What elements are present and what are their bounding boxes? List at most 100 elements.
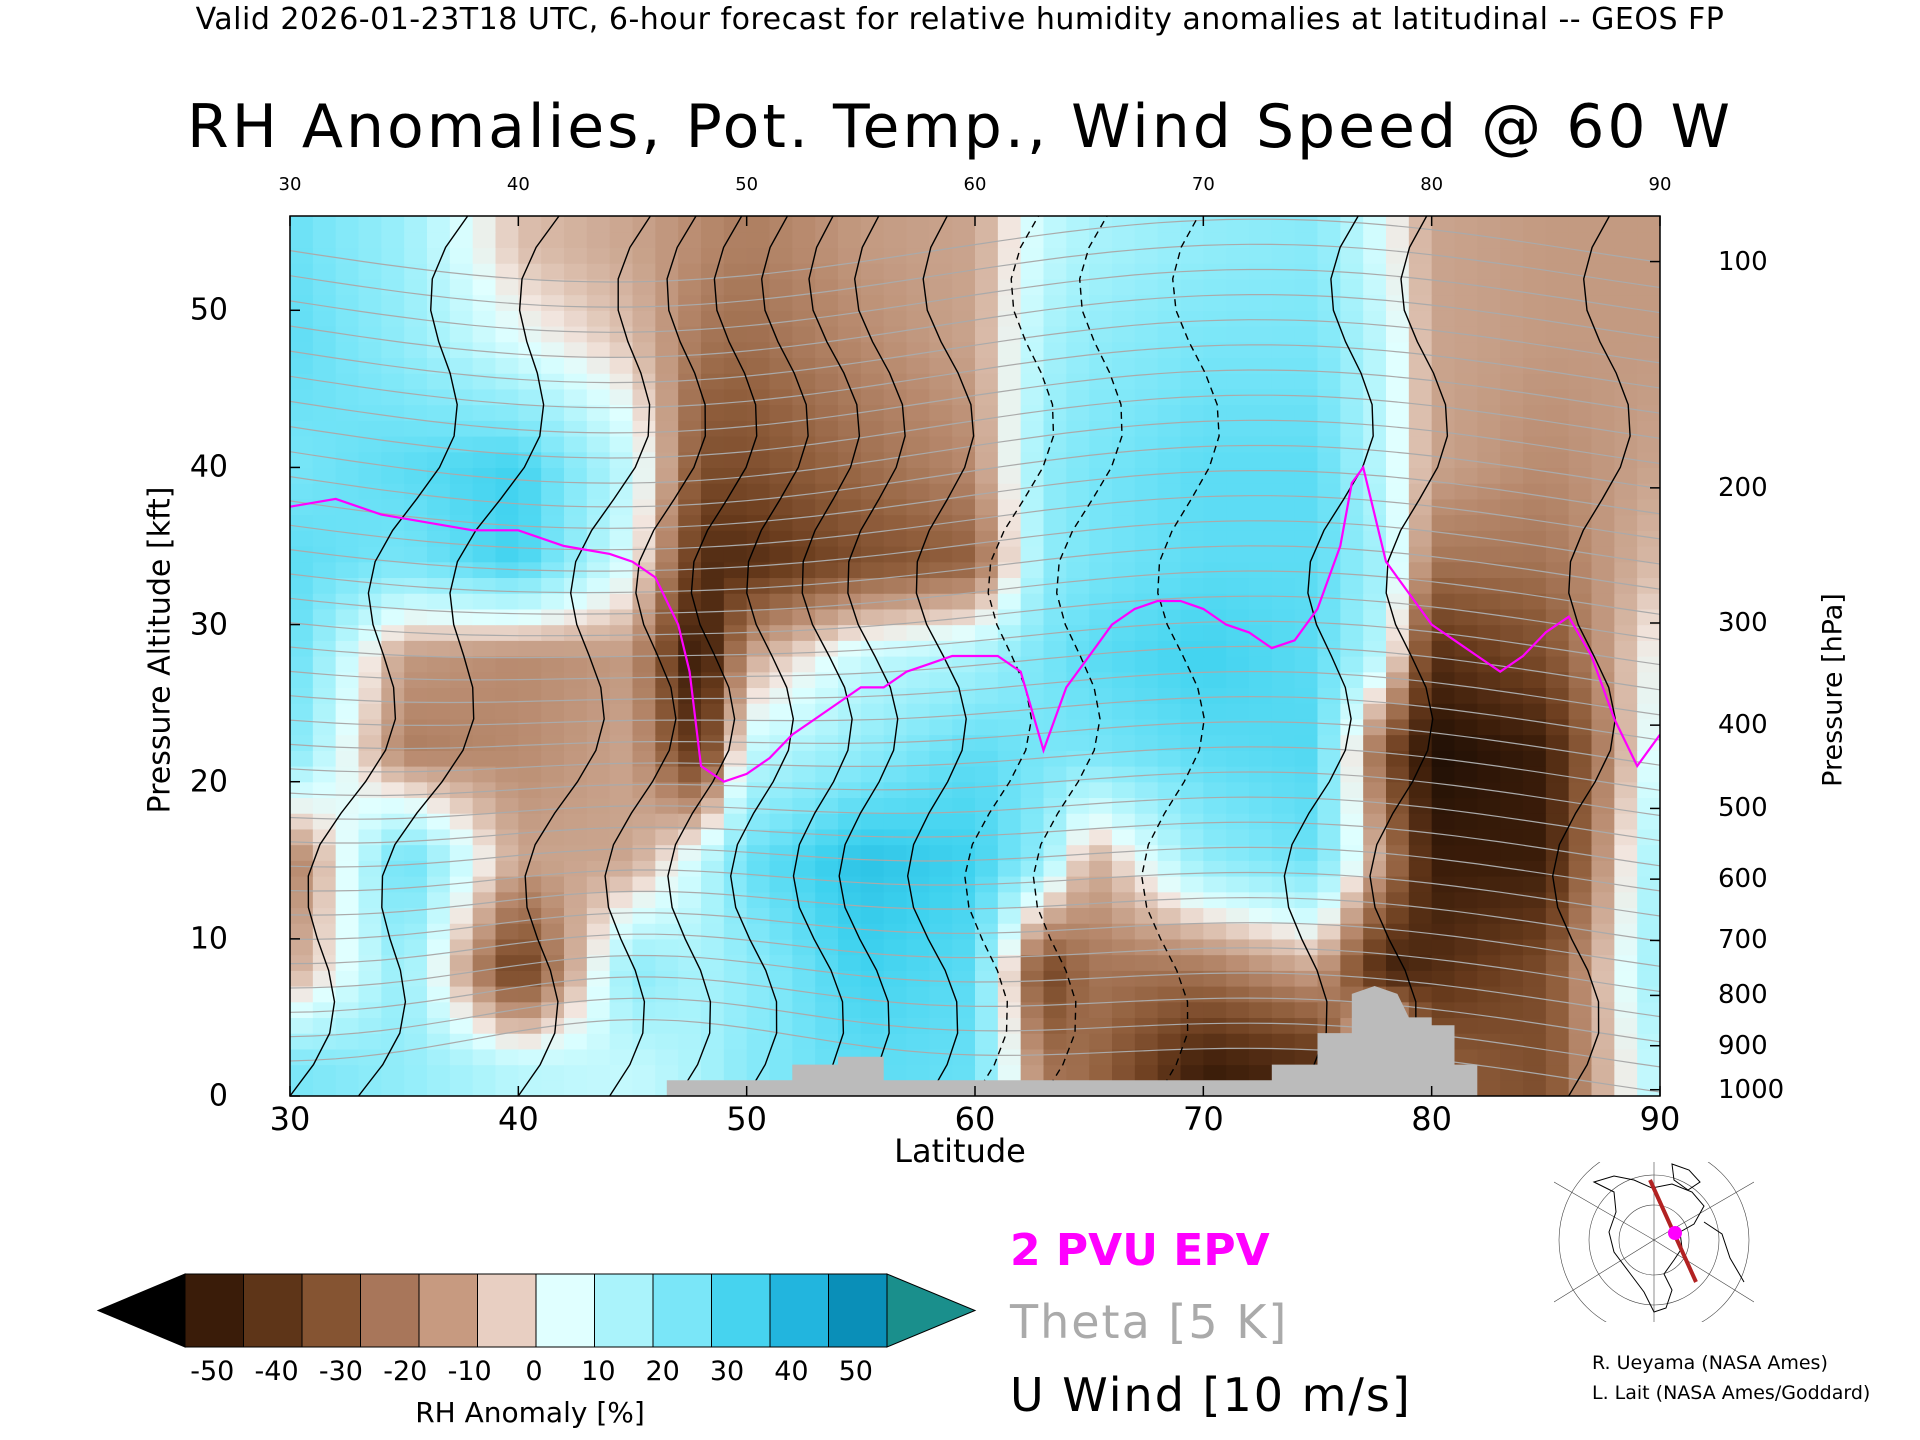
heatmap-cell [1066,216,1090,233]
heatmap-cell [564,640,588,657]
x-tick-label: 80 [1411,1100,1453,1138]
heatmap-cell [290,593,314,610]
heatmap-cell [358,781,382,799]
heatmap-cell [472,687,497,704]
heatmap-cell [290,216,314,233]
heatmap-cell [518,216,542,233]
heatmap-cell [929,640,953,657]
heatmap-cell [1500,436,1524,453]
heatmap-cell [1500,844,1524,861]
heatmap-cell [1066,907,1090,924]
heatmap-cell [1066,734,1090,751]
heatmap-cell [1454,388,1478,406]
heatmap-cell [1134,483,1159,500]
heatmap-cell [1203,860,1227,877]
heatmap-cell [1294,231,1319,249]
heatmap-cell [1545,766,1570,783]
heatmap-cell [1043,436,1067,453]
heatmap-cell [769,404,793,421]
heatmap-cell [1614,986,1638,1003]
heatmap-cell [495,593,519,610]
heatmap-cell [906,734,930,751]
heatmap-cell [290,828,314,846]
heatmap-cell [518,608,542,626]
heatmap-cell [1249,388,1273,406]
heatmap-cell [1134,734,1159,751]
heatmap-cell [404,718,428,736]
heatmap-cell [632,891,656,909]
heatmap-cell [1180,216,1204,233]
heatmap-cell [1637,938,1660,956]
heatmap-cell [746,404,771,421]
heatmap-cell [929,766,953,783]
heatmap-cell [655,326,679,343]
heatmap-cell [815,608,839,626]
heatmap-cell [792,436,816,453]
heatmap-cell [381,546,405,563]
heatmap-cell [883,561,908,579]
heatmap-cell [1363,231,1387,249]
heatmap-cell [1180,766,1204,783]
heatmap-cell [1523,923,1547,940]
heatmap-cell [860,813,885,830]
heatmap-cell [1408,876,1433,893]
heatmap-cell [1500,1080,1524,1096]
heatmap-cell [541,546,565,563]
heatmap-cell [518,923,542,940]
heatmap-cell [472,467,497,484]
heatmap-cell [1089,278,1113,296]
y-tick-label: 40 [189,449,228,485]
heatmap-cell [1271,624,1296,641]
heatmap-cell [723,357,748,374]
heatmap-cell [518,844,542,861]
heatmap-cell [746,907,771,924]
heatmap-cell [929,404,953,421]
heatmap-cell [1271,436,1296,453]
heatmap-cell [952,451,976,469]
heatmap-cell [1066,640,1090,657]
heatmap-cell [312,341,337,359]
heatmap-cell [1454,986,1478,1003]
heatmap-cell [1340,970,1364,987]
heatmap-cell [290,876,314,893]
heatmap-cell [815,247,839,264]
heatmap-cell [655,294,679,311]
heatmap-cell [358,608,382,626]
heatmap-cell [1454,624,1478,641]
heatmap-cell [495,373,519,390]
heatmap-cell [1637,577,1660,594]
heatmap-cell [975,750,999,767]
heatmap-cell [1020,813,1045,830]
heatmap-cell [860,530,885,547]
heatmap-cell [701,640,725,657]
heatmap-cell [929,278,953,296]
heatmap-cell [975,577,999,594]
heatmap-cell [358,404,382,421]
heatmap-cell [1363,373,1387,390]
heatmap-cell [1249,828,1273,846]
heatmap-cell [1477,954,1501,971]
heatmap-cell [1043,420,1067,437]
epv-2pvu-line [290,464,1660,783]
heatmap-cell [1431,844,1456,861]
heatmap-cell [541,734,565,751]
heatmap-cell [1431,828,1456,846]
heatmap-cell [1614,498,1638,516]
heatmap-cell [1066,750,1090,767]
heatmap-cell [609,388,634,406]
heatmap-cell [655,876,679,893]
heatmap-cell [290,388,314,406]
heatmap-cell [1249,1033,1273,1050]
heatmap-cell [1386,671,1410,689]
heatmap-cell [769,656,793,673]
heatmap-cell [1568,718,1593,736]
heatmap-cell [1408,514,1433,531]
heatmap-cell [1477,1017,1501,1034]
heatmap-cell [1317,656,1341,673]
heatmap-cell [1180,860,1204,877]
heatmap-cell [358,467,382,484]
heatmap-cell [632,608,656,626]
u-wind-contour [667,216,758,1096]
heatmap-cell [1180,231,1204,249]
heatmap-cell [495,577,519,594]
